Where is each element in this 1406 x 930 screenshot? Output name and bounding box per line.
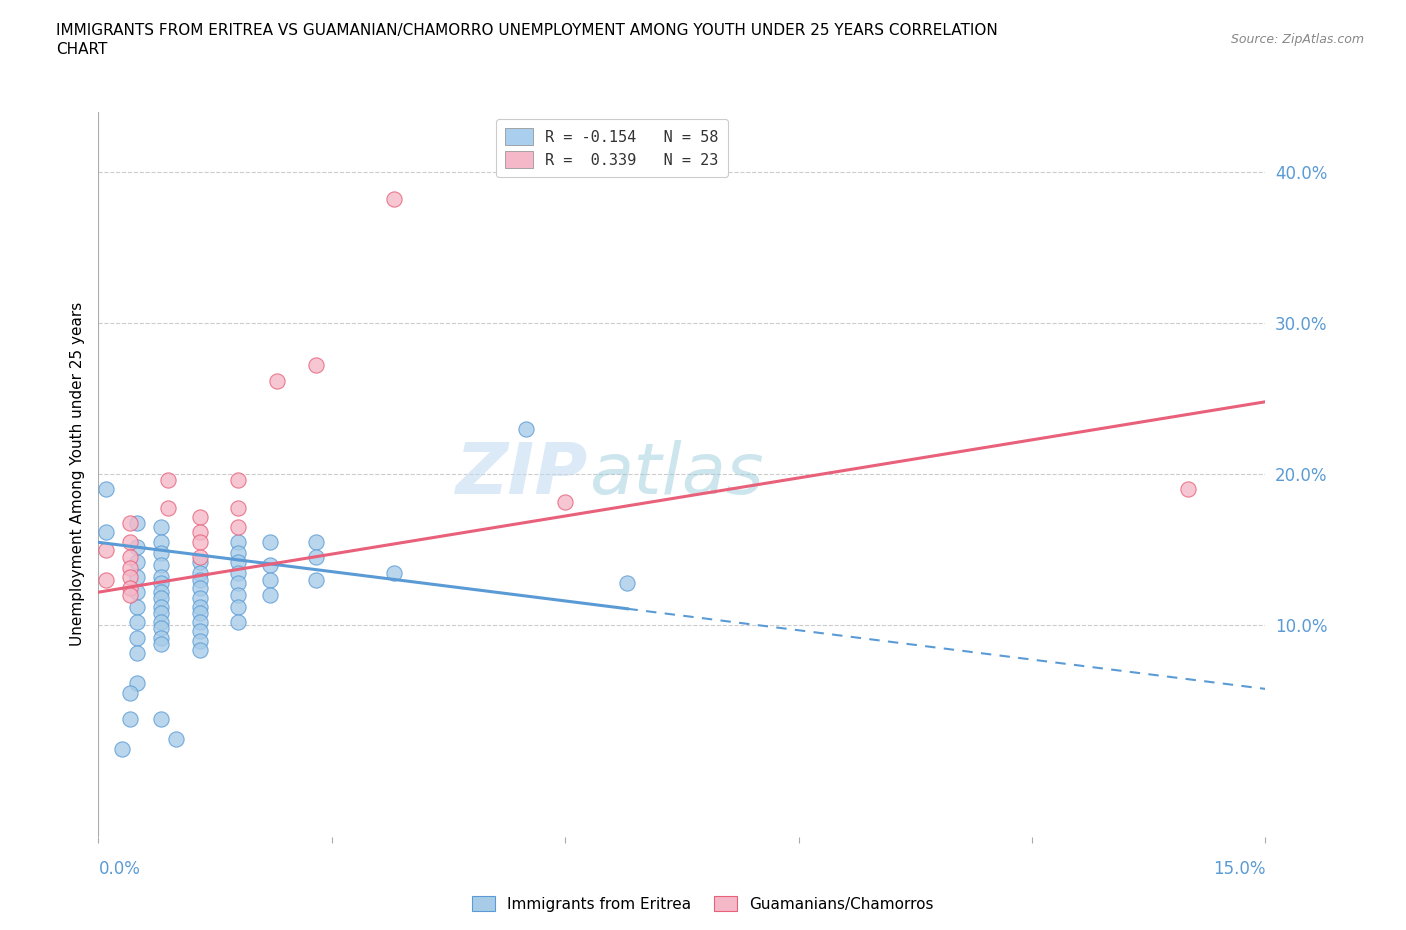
Point: [149, 615, 172, 630]
Point: [149, 585, 172, 600]
Point: [228, 500, 250, 515]
Text: CHART: CHART: [56, 42, 108, 57]
Point: [149, 711, 172, 726]
Text: 0.0%: 0.0%: [98, 860, 141, 878]
Text: Source: ZipAtlas.com: Source: ZipAtlas.com: [1230, 33, 1364, 46]
Point: [118, 561, 141, 576]
Point: [127, 539, 149, 554]
Point: [515, 421, 537, 436]
Point: [149, 631, 172, 645]
Point: [188, 554, 211, 569]
Point: [305, 358, 328, 373]
Text: 15.0%: 15.0%: [1213, 860, 1265, 878]
Point: [127, 585, 149, 600]
Point: [149, 636, 172, 651]
Legend: R = -0.154   N = 58, R =  0.339   N = 23: R = -0.154 N = 58, R = 0.339 N = 23: [496, 119, 728, 177]
Point: [188, 642, 211, 657]
Point: [188, 535, 211, 550]
Point: [228, 565, 250, 580]
Point: [96, 542, 118, 557]
Point: [188, 565, 211, 580]
Point: [157, 500, 180, 515]
Point: [554, 494, 576, 509]
Point: [228, 600, 250, 615]
Point: [228, 472, 250, 487]
Point: [127, 569, 149, 585]
Point: [149, 591, 172, 605]
Point: [118, 580, 141, 595]
Point: [118, 588, 141, 603]
Point: [118, 569, 141, 585]
Text: ZIP: ZIP: [457, 440, 589, 509]
Text: IMMIGRANTS FROM ERITREA VS GUAMANIAN/CHAMORRO UNEMPLOYMENT AMONG YOUTH UNDER 25 : IMMIGRANTS FROM ERITREA VS GUAMANIAN/CHA…: [56, 23, 998, 38]
Point: [228, 588, 250, 603]
Point: [188, 633, 211, 648]
Point: [118, 535, 141, 550]
Point: [149, 600, 172, 615]
Point: [118, 515, 141, 530]
Point: [118, 686, 141, 701]
Point: [118, 550, 141, 565]
Point: [111, 742, 134, 757]
Point: [96, 525, 118, 539]
Text: atlas: atlas: [589, 440, 763, 509]
Point: [149, 576, 172, 591]
Point: [127, 631, 149, 645]
Point: [188, 624, 211, 639]
Point: [305, 550, 328, 565]
Point: [188, 606, 211, 621]
Point: [149, 557, 172, 572]
Point: [266, 373, 288, 388]
Point: [305, 573, 328, 588]
Point: [259, 557, 281, 572]
Point: [188, 615, 211, 630]
Point: [188, 600, 211, 615]
Point: [157, 472, 180, 487]
Point: [228, 520, 250, 535]
Point: [228, 576, 250, 591]
Point: [305, 535, 328, 550]
Point: [188, 550, 211, 565]
Point: [228, 545, 250, 560]
Point: [228, 615, 250, 630]
Point: [382, 192, 405, 206]
Point: [188, 525, 211, 539]
Point: [188, 591, 211, 605]
Legend: Immigrants from Eritrea, Guamanians/Chamorros: Immigrants from Eritrea, Guamanians/Cham…: [465, 890, 941, 918]
Point: [259, 573, 281, 588]
Point: [127, 600, 149, 615]
Point: [96, 482, 118, 497]
Point: [127, 615, 149, 630]
Point: [259, 535, 281, 550]
Y-axis label: Unemployment Among Youth under 25 years: Unemployment Among Youth under 25 years: [69, 302, 84, 646]
Point: [127, 515, 149, 530]
Point: [188, 510, 211, 525]
Point: [149, 545, 172, 560]
Point: [149, 535, 172, 550]
Point: [118, 711, 141, 726]
Point: [127, 554, 149, 569]
Point: [149, 520, 172, 535]
Point: [188, 580, 211, 595]
Point: [616, 576, 638, 591]
Point: [127, 675, 149, 690]
Point: [1177, 482, 1199, 497]
Point: [149, 606, 172, 621]
Point: [127, 645, 149, 660]
Point: [96, 573, 118, 588]
Point: [382, 565, 405, 580]
Point: [259, 588, 281, 603]
Point: [149, 621, 172, 636]
Point: [149, 569, 172, 585]
Point: [228, 535, 250, 550]
Point: [165, 731, 187, 746]
Point: [228, 554, 250, 569]
Point: [188, 573, 211, 588]
